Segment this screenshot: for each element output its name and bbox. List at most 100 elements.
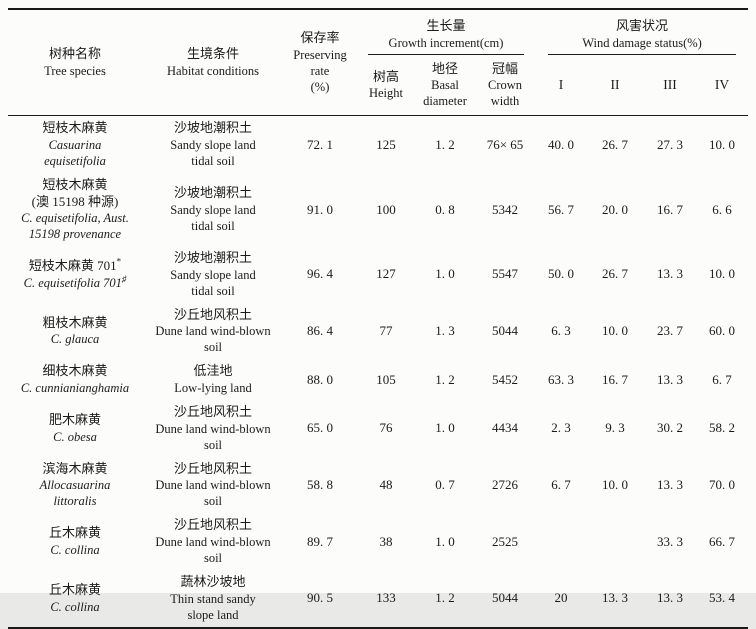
- cell-crown-width: 4434: [492, 420, 518, 436]
- cell-height: 76: [379, 420, 393, 436]
- cell-wind-class-1: 6. 3: [551, 323, 571, 339]
- cell-wind-class-1: 56. 7: [548, 201, 574, 217]
- cell-species-name: 短枝木麻黄 701* C. equisetifolia 701♯: [8, 246, 142, 303]
- cell-height: 127: [376, 266, 396, 282]
- cell-basal-diameter: 0. 8: [435, 201, 455, 217]
- cell-species-name: 丘木麻黄 C. collina: [8, 570, 142, 628]
- cell-preserving-rate: 89. 7: [307, 533, 333, 549]
- habitat-en-line1: Dune land wind-blown: [155, 534, 271, 549]
- cell-wind-class-3: 16. 7: [657, 201, 683, 217]
- species-name-latin-line2: littoralis: [53, 494, 97, 509]
- cell-wind-class-1: 20: [554, 590, 568, 606]
- habitat-en-line1: Sandy slope land: [170, 137, 256, 152]
- species-name-latin: C. equisetifolia 701: [23, 275, 122, 290]
- cell-wind-class-4: 53. 4: [709, 590, 736, 606]
- habitat-en-line1: Sandy slope land: [170, 202, 256, 217]
- header-habitat-conditions: 生境条件 Habitat conditions: [142, 9, 284, 117]
- habitat-en-line2: tidal soil: [191, 283, 235, 298]
- habitat-en-line1: Sandy slope land: [170, 267, 256, 282]
- cell-wind-class-2: 10. 0: [602, 476, 628, 492]
- cell-wind-class-2: 20. 0: [602, 201, 628, 217]
- cell-habitat: 沙丘地风积土 Dune land wind-blown soil: [142, 457, 284, 514]
- cell-species-name: 肥木麻黄 C. obesa: [8, 400, 142, 457]
- cell-basal-diameter: 1. 0: [435, 266, 455, 282]
- species-comparison-table: 树种名称 Tree species 生境条件 Habitat condition…: [8, 8, 749, 629]
- cell-basal-diameter: 1. 0: [435, 533, 455, 549]
- cell-wind-class-4: 6. 7: [712, 371, 732, 387]
- species-name-cn: 粗枝木麻黄: [42, 314, 108, 330]
- table-row: 滨海木麻黄 Allocasuarina littoralis 沙丘地风积土 Du…: [8, 457, 748, 514]
- cell-habitat: 沙丘地风积土 Dune land wind-blown soil: [142, 303, 284, 360]
- cell-height: 100: [376, 201, 396, 217]
- table-row: 粗枝木麻黄 C. glauca 沙丘地风积土 Dune land wind-bl…: [8, 303, 748, 360]
- cell-wind-class-3: 30. 2: [657, 420, 683, 436]
- cell-preserving-rate: 90. 5: [307, 590, 333, 606]
- cell-habitat: 沙坡地潮积土 Sandy slope land tidal soil: [142, 173, 284, 246]
- habitat-en-line2: soil: [203, 340, 223, 355]
- table-row: 丘木麻黄 C. collina 沙丘地风积土 Dune land wind-bl…: [8, 513, 748, 570]
- cell-habitat: 沙丘地风积土 Dune land wind-blown soil: [142, 400, 284, 457]
- cell-wind-class-2: 16. 7: [602, 371, 628, 387]
- species-name-cn: 肥木麻黄: [48, 412, 101, 427]
- habitat-cn: 沙丘地风积土: [173, 517, 252, 533]
- cell-wind-class-3: 27. 3: [657, 136, 683, 152]
- habitat-en-line2: tidal soil: [191, 218, 235, 233]
- species-name-cn-superscript: *: [116, 256, 122, 267]
- species-name-latin-line2: equisetifolia: [44, 153, 106, 168]
- species-name-cn: 滨海木麻黄: [42, 460, 108, 476]
- cell-crown-width: 5044: [492, 323, 518, 339]
- habitat-cn: 沙丘地风积土: [173, 306, 252, 322]
- species-name-cn: 短枝木麻黄: [42, 176, 108, 192]
- species-name-cn-line2: (澳 15198 种源): [31, 193, 119, 209]
- cell-wind-class-4: 66. 7: [709, 533, 736, 549]
- habitat-en-line2: tidal soil: [191, 153, 235, 168]
- cell-wind-class-3: 13. 3: [657, 266, 683, 282]
- cell-basal-diameter: 1. 2: [435, 136, 455, 152]
- header-class-4: IV: [696, 54, 749, 117]
- cell-preserving-rate: 91. 0: [307, 201, 333, 217]
- cell-wind-class-1: 2. 3: [551, 420, 571, 436]
- habitat-en-line2: soil: [203, 437, 223, 452]
- cell-wind-class-3: 13. 3: [657, 371, 683, 387]
- cell-wind-class-1: 63. 3: [548, 371, 574, 387]
- header-class-1: I: [536, 54, 586, 117]
- cell-crown-width: 5452: [492, 371, 518, 387]
- cell-species-name: 细枝木麻黄 C. cunnianianghamia: [8, 359, 142, 400]
- table-row: 丘木麻黄 C. collina 蔬林沙坡地 Thin stand sandy s…: [8, 570, 748, 628]
- cell-basal-diameter: 1. 0: [435, 420, 455, 436]
- cell-wind-class-2: 26. 7: [602, 266, 628, 282]
- cell-height: 105: [376, 371, 396, 387]
- header-height: 树高 Height: [356, 54, 416, 117]
- habitat-en-line2: soil: [203, 494, 223, 509]
- cell-height: 77: [379, 323, 393, 339]
- species-name-cn: 丘木麻黄: [48, 581, 101, 597]
- cell-preserving-rate: 58. 8: [307, 476, 333, 492]
- habitat-cn: 低洼地: [193, 363, 233, 379]
- species-name-cn: 丘木麻黄: [48, 525, 101, 541]
- cell-basal-diameter: 1. 2: [435, 371, 455, 387]
- header-tree-species: 树种名称 Tree species: [8, 9, 142, 117]
- species-name-latin: C. collina: [50, 542, 100, 557]
- cell-wind-class-4: 10. 0: [709, 136, 736, 152]
- species-name-latin-superscript: ♯: [121, 273, 127, 284]
- table-row: 肥木麻黄 C. obesa 沙丘地风积土 Dune land wind-blow…: [8, 400, 748, 457]
- header-basal-diameter: 地径 Basal diameter: [416, 54, 474, 117]
- cell-height: 38: [379, 533, 393, 549]
- cell-wind-class-3: 13. 3: [657, 590, 683, 606]
- header-group-wind-damage: 风害状况 Wind damage status(%): [536, 9, 748, 55]
- cell-species-name: 粗枝木麻黄 C. glauca: [8, 303, 142, 360]
- habitat-cn: 沙坡地潮积土: [173, 185, 252, 201]
- cell-species-name: 滨海木麻黄 Allocasuarina littoralis: [8, 457, 142, 514]
- cell-species-name: 短枝木麻黄 (澳 15198 种源) C. equisetifolia, Aus…: [8, 173, 142, 246]
- species-name-latin-line2: 15198 provenance: [28, 227, 122, 242]
- species-name-latin: C. glauca: [50, 332, 100, 347]
- header-class-2: II: [586, 54, 644, 117]
- cell-habitat: 沙坡地潮积土 Sandy slope land tidal soil: [142, 116, 284, 173]
- habitat-en-line1: Low-lying land: [174, 381, 252, 395]
- cell-habitat: 低洼地 Low-lying land: [142, 359, 284, 400]
- cell-preserving-rate: 88. 0: [307, 371, 333, 387]
- cell-habitat: 沙坡地潮积土 Sandy slope land tidal soil: [142, 246, 284, 303]
- habitat-cn: 沙丘地风积土: [173, 404, 252, 419]
- species-name-latin: Casuarina: [48, 137, 102, 152]
